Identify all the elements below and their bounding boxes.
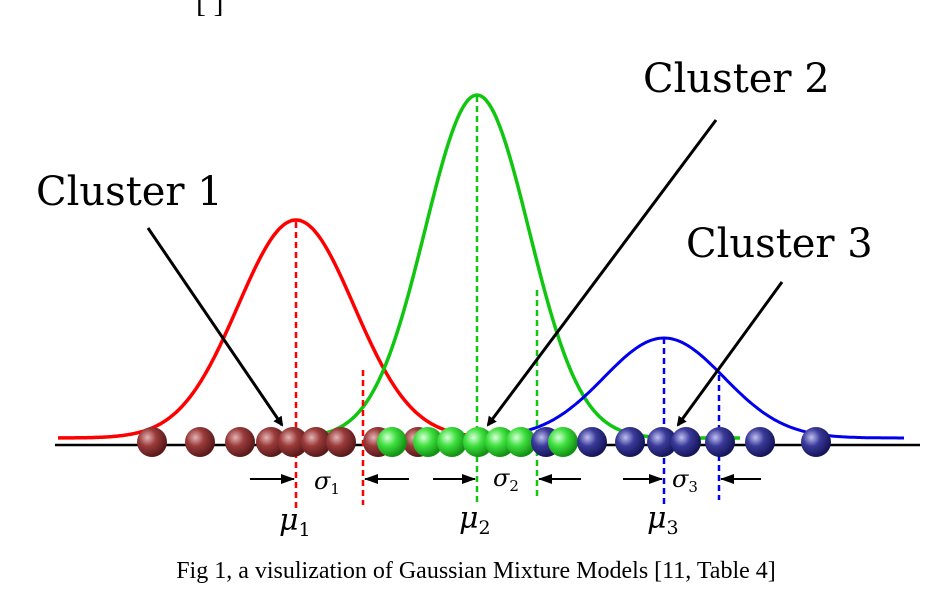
arrow-cluster-2 [486,119,718,427]
data-point-green [485,427,515,457]
data-point-green [506,427,536,457]
data-point-blue [647,427,677,457]
data-point-green [463,427,493,457]
data-point-red [225,427,255,457]
data-points [137,427,831,457]
sigma-label-1: σ1 [314,467,340,498]
data-point-blue [801,427,831,457]
sigma-label-2: σ2 [493,464,519,495]
data-point-red [301,427,331,457]
cluster-label-1: Cluster 1 [36,169,223,215]
data-point-red [185,427,215,457]
mean-label-3: μ3 [647,501,679,539]
cluster-label-2: Cluster 2 [643,56,830,102]
data-point-red [256,427,286,457]
gaussian-curve-cluster-3 [479,336,904,440]
gaussian-curve-cluster-1 [57,218,560,440]
arrow-cluster-3 [676,281,784,427]
figure-caption: Fig 1, a visulization of Gaussian Mixtur… [176,558,776,584]
cluster-label-3: Cluster 3 [686,221,873,267]
data-point-red [278,427,308,457]
data-point-green [437,427,467,457]
sigma-label-3: σ3 [672,465,698,496]
arrow-cluster-1 [146,227,284,427]
mean-label-2: μ2 [459,501,491,539]
gaussian-curve-cluster-2 [299,93,740,440]
data-point-red [137,427,167,457]
data-point-green [377,427,407,457]
data-point-blue [577,427,607,457]
data-point-red [326,427,356,457]
data-point-blue [745,427,775,457]
data-point-blue [615,427,645,457]
data-point-green [413,427,443,457]
data-point-green [548,427,578,457]
mean-label-1: μ1 [279,503,311,541]
data-point-blue [705,427,735,457]
data-point-blue [671,427,701,457]
